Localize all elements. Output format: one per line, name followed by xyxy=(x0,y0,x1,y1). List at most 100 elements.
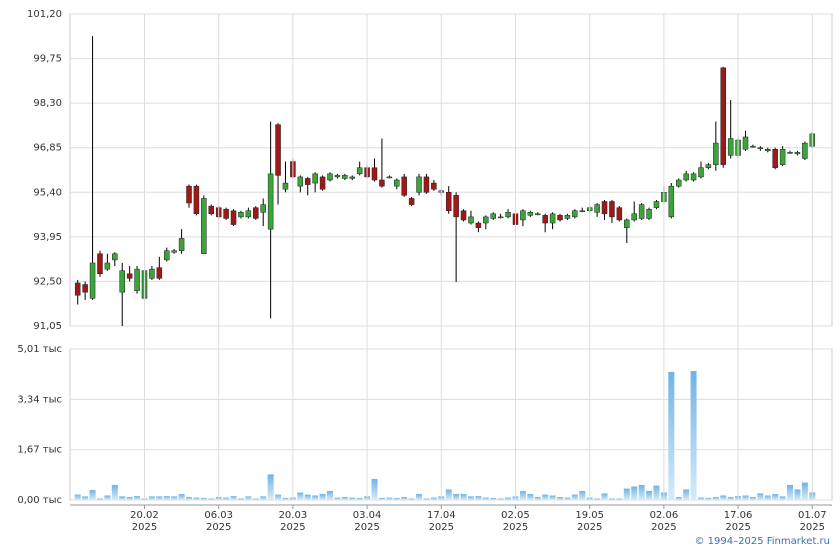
candle-body xyxy=(253,207,259,219)
volume-bar xyxy=(616,498,623,500)
candle-body xyxy=(260,204,266,213)
candle-body xyxy=(646,208,652,219)
candle-body xyxy=(275,124,281,176)
candle-body xyxy=(557,215,563,221)
volume-bar xyxy=(490,497,497,500)
x-tick-label: 06.03 2025 xyxy=(204,510,233,533)
volume-bar xyxy=(163,496,170,500)
candle-body xyxy=(178,238,185,251)
candle-body xyxy=(542,215,548,224)
candle-body xyxy=(164,250,170,261)
volume-bar xyxy=(653,485,660,500)
volume-bar xyxy=(156,496,163,500)
candle-body xyxy=(342,175,348,179)
candle-body xyxy=(720,67,726,165)
candle-body xyxy=(356,167,363,175)
volume-bar xyxy=(356,497,363,500)
volume-bar xyxy=(482,497,489,500)
volume-bar xyxy=(371,478,378,500)
volume-bar xyxy=(319,493,326,500)
candle-body xyxy=(74,282,81,296)
volume-bar xyxy=(423,498,430,500)
candle-body xyxy=(186,185,192,204)
x-tick-label: 17.06 2025 xyxy=(724,510,753,533)
volume-bar xyxy=(712,496,719,500)
volume-bar xyxy=(787,484,794,500)
candle-body xyxy=(572,210,578,218)
candle-body xyxy=(653,201,660,208)
candle-body xyxy=(668,185,675,218)
volume-bar xyxy=(230,496,237,500)
candle-body xyxy=(208,205,215,215)
volume-bar xyxy=(519,490,526,500)
volume-bar xyxy=(571,494,578,500)
volume-bar xyxy=(104,495,111,500)
volume-bar xyxy=(564,497,571,500)
volume-bar xyxy=(705,497,712,500)
volume-bar xyxy=(252,498,259,500)
candle-body xyxy=(319,176,326,190)
volume-bar xyxy=(757,493,764,500)
candle-body xyxy=(490,213,496,219)
volume-bar xyxy=(683,489,690,500)
volume-bar xyxy=(623,488,630,500)
candle-body xyxy=(134,268,140,291)
candle-body xyxy=(594,204,600,213)
y-tick-label: 98,30 xyxy=(33,98,62,109)
y-tick-label: 93,95 xyxy=(33,232,62,243)
candle-body xyxy=(460,210,467,221)
volume-bar xyxy=(193,497,200,500)
volume-bar xyxy=(349,497,356,500)
volume-bar xyxy=(668,371,675,500)
copyright-link[interactable]: © 1994–2025 Finmarket.ru xyxy=(694,536,830,547)
y-tick-label: 101,20 xyxy=(27,9,62,20)
candle-body xyxy=(386,176,393,179)
volume-bar xyxy=(549,495,556,500)
candle-body xyxy=(408,198,415,205)
volume-bar xyxy=(96,498,103,500)
volume-frame xyxy=(69,348,833,501)
candle-body xyxy=(794,152,801,155)
volume-bar xyxy=(126,496,133,500)
candle-body xyxy=(638,204,645,219)
candle-body xyxy=(445,192,452,211)
volume-bar xyxy=(134,496,141,500)
x-tick-label: 03.04 2025 xyxy=(353,510,382,533)
volume-bar xyxy=(779,496,786,500)
candle-body xyxy=(616,207,623,221)
candle-body xyxy=(505,212,511,218)
y-tick-label: 91,05 xyxy=(33,321,62,332)
candle-body xyxy=(238,212,244,218)
candle-body xyxy=(223,208,229,219)
candle-body xyxy=(690,173,697,181)
volume-bar xyxy=(378,497,385,500)
candle-body xyxy=(394,179,400,187)
x-tick-label: 17.04 2025 xyxy=(427,510,456,533)
volume-bar xyxy=(386,497,393,500)
candle-body xyxy=(698,167,704,178)
candle-body xyxy=(483,216,489,224)
candle-body xyxy=(327,173,333,181)
candle-body xyxy=(112,253,118,261)
volume-bar xyxy=(312,495,319,500)
y-tick-label: 92,50 xyxy=(33,276,62,287)
candle-body xyxy=(304,178,311,185)
candle-body xyxy=(423,176,430,193)
y-tick-label: 1,67 тыс xyxy=(17,445,62,456)
candle-body xyxy=(89,262,96,299)
volume-bar xyxy=(393,497,400,500)
candle-body xyxy=(126,273,133,279)
volume-bar xyxy=(505,497,512,500)
volume-bar xyxy=(334,497,341,500)
candle-body xyxy=(631,213,637,221)
volume-bar xyxy=(749,496,756,500)
volume-bar xyxy=(764,495,771,500)
candle-body xyxy=(727,138,734,156)
candle-body xyxy=(119,270,125,293)
price-frame xyxy=(69,13,833,327)
candle-body xyxy=(742,136,749,150)
y-tick-label: 99,75 xyxy=(33,54,62,65)
volume-bar xyxy=(416,493,423,500)
candle-body xyxy=(779,149,786,165)
candle-body xyxy=(601,201,608,215)
